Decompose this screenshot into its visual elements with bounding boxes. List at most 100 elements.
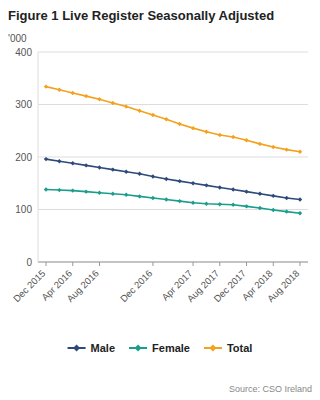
series xyxy=(44,84,302,154)
x-tick xyxy=(152,262,153,266)
point xyxy=(71,188,75,192)
point xyxy=(271,145,275,149)
point xyxy=(298,197,302,201)
point xyxy=(258,206,262,210)
point xyxy=(151,196,155,200)
point xyxy=(258,142,262,146)
legend-marker xyxy=(135,345,142,352)
y-axis-label: '000 xyxy=(8,33,27,44)
legend-label: Total xyxy=(227,342,252,354)
legend-label: Female xyxy=(152,342,190,354)
y-tick-label: 200 xyxy=(15,152,32,163)
grid-line xyxy=(38,52,308,53)
point xyxy=(111,101,115,105)
x-tick xyxy=(246,262,247,266)
point xyxy=(57,88,61,92)
point xyxy=(231,135,235,139)
point xyxy=(164,197,168,201)
x-tick xyxy=(219,262,220,266)
point xyxy=(84,189,88,193)
point xyxy=(258,192,262,196)
x-tick xyxy=(193,262,194,266)
grid-line xyxy=(38,262,308,263)
point xyxy=(231,203,235,207)
point xyxy=(57,159,61,163)
point xyxy=(191,126,195,130)
point xyxy=(177,179,181,183)
grid xyxy=(38,52,308,262)
line xyxy=(46,190,300,214)
point xyxy=(137,172,141,176)
y-axis-line xyxy=(38,52,39,262)
point xyxy=(97,97,101,101)
legend-item: Total xyxy=(204,342,252,354)
chart: Figure 1 Live Register Seasonally Adjust… xyxy=(0,0,320,400)
point xyxy=(71,161,75,165)
grid-line xyxy=(38,104,308,105)
point xyxy=(298,211,302,215)
x-tick xyxy=(99,262,100,266)
point xyxy=(271,194,275,198)
point xyxy=(244,204,248,208)
point xyxy=(151,113,155,117)
point xyxy=(57,188,61,192)
x-axis-line xyxy=(38,262,308,263)
point xyxy=(124,193,128,197)
legend-item: Male xyxy=(68,342,115,354)
grid-line xyxy=(38,157,308,158)
line xyxy=(46,159,300,199)
point xyxy=(151,174,155,178)
y-tick-label: 400 xyxy=(15,47,32,58)
point xyxy=(204,202,208,206)
line xyxy=(46,87,300,152)
point xyxy=(124,170,128,174)
point xyxy=(137,109,141,113)
point xyxy=(231,187,235,191)
point xyxy=(191,181,195,185)
point xyxy=(244,138,248,142)
y-tick-label: 100 xyxy=(15,204,32,215)
point xyxy=(44,84,48,88)
x-tick xyxy=(46,262,47,266)
point xyxy=(218,185,222,189)
series xyxy=(44,187,302,215)
point xyxy=(218,202,222,206)
point xyxy=(177,122,181,126)
y-tick-label: 0 xyxy=(26,257,32,268)
point xyxy=(164,117,168,121)
point xyxy=(97,191,101,195)
x-tick xyxy=(300,262,301,266)
title: Figure 1 Live Register Seasonally Adjust… xyxy=(8,8,274,23)
point xyxy=(244,189,248,193)
legend-item: Female xyxy=(129,342,190,354)
series xyxy=(44,157,302,202)
point xyxy=(164,177,168,181)
plot-area xyxy=(44,84,302,215)
x-tick xyxy=(72,262,73,266)
point xyxy=(137,194,141,198)
y-tick-label: 300 xyxy=(15,99,32,110)
x-tick-label: Aug 2018 xyxy=(265,268,302,305)
legend-marker xyxy=(209,345,216,352)
x-tick xyxy=(273,262,274,266)
point xyxy=(111,192,115,196)
point xyxy=(44,187,48,191)
point xyxy=(284,196,288,200)
chart-container: Figure 1 Live Register Seasonally Adjust… xyxy=(0,0,320,400)
point xyxy=(97,165,101,169)
point xyxy=(111,167,115,171)
point xyxy=(271,208,275,212)
legend-marker xyxy=(73,345,80,352)
point xyxy=(191,200,195,204)
annotation: Source: CSO Ireland xyxy=(229,384,312,394)
point xyxy=(284,209,288,213)
x-tick-label: Dec 2016 xyxy=(118,268,155,305)
point xyxy=(44,157,48,161)
point xyxy=(71,91,75,95)
x-tick-label: Aug 2016 xyxy=(64,268,101,305)
point xyxy=(124,104,128,108)
point xyxy=(218,133,222,137)
point xyxy=(177,199,181,203)
point xyxy=(204,183,208,187)
point xyxy=(284,147,288,151)
